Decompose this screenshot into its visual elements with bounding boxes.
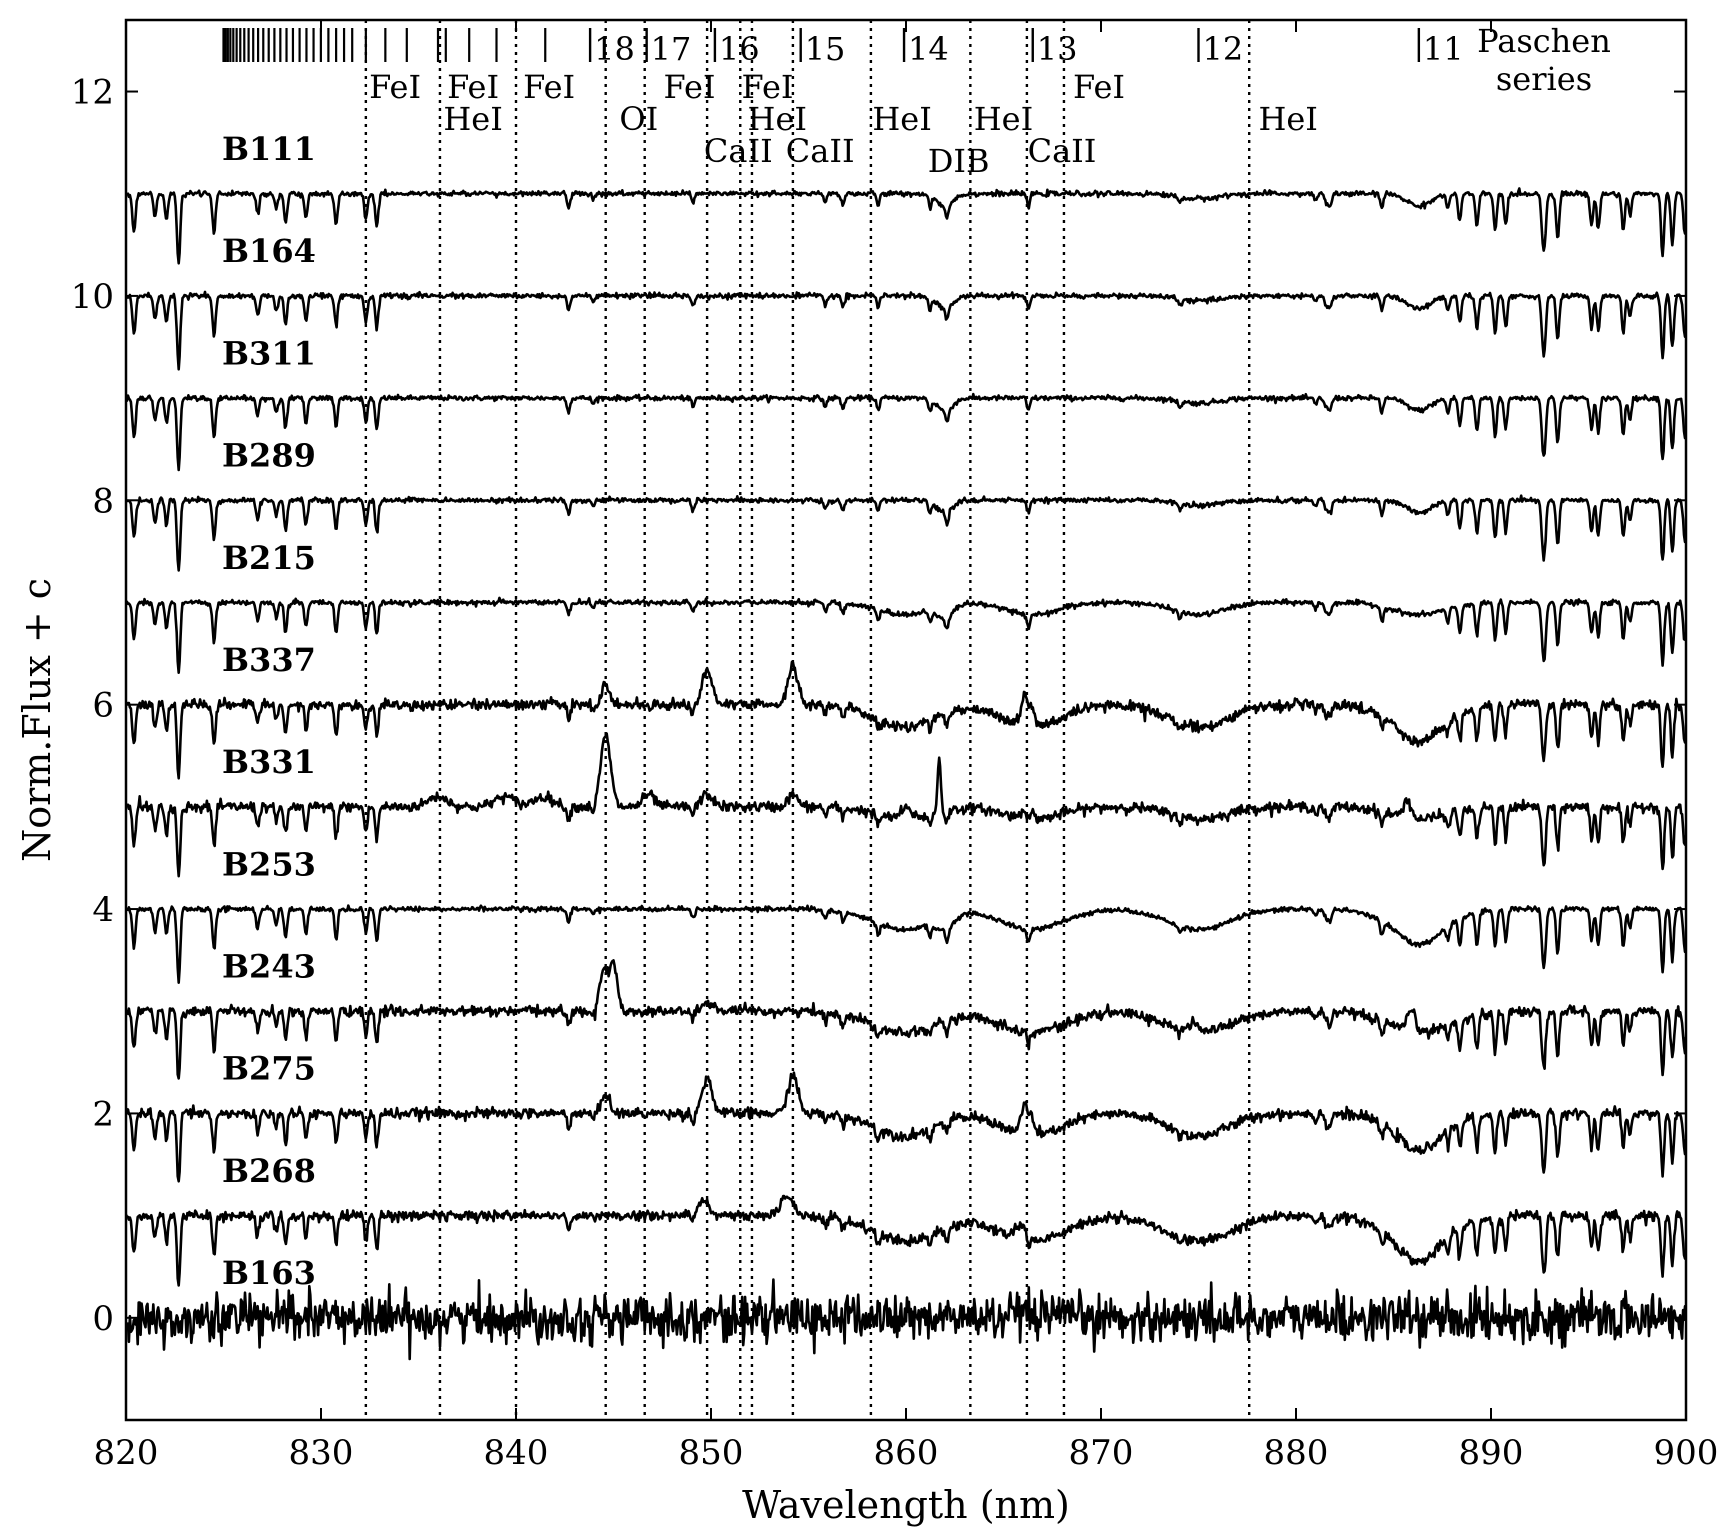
paschen-number-12: 12 bbox=[1203, 30, 1244, 68]
line-label-CaII-13: CaII bbox=[1028, 132, 1097, 170]
spectrum-B275 bbox=[126, 1071, 1686, 1183]
spectrum-B111 bbox=[126, 187, 1686, 265]
line-label-CaII-8: CaII bbox=[704, 132, 773, 170]
spectrum-B163 bbox=[126, 1278, 1686, 1361]
star-name-B111: B111 bbox=[222, 130, 316, 168]
x-tick-label-860: 860 bbox=[874, 1433, 939, 1473]
spectrum-B311 bbox=[126, 392, 1686, 472]
star-name-B163: B163 bbox=[222, 1254, 316, 1292]
line-label-FeI-0: FeI bbox=[369, 68, 421, 106]
spectrum-B253 bbox=[126, 904, 1686, 984]
x-tick-label-900: 900 bbox=[1654, 1433, 1719, 1473]
paschen-number-16: 16 bbox=[719, 30, 760, 68]
line-label-HeI-7: HeI bbox=[748, 100, 807, 138]
x-tick-label-890: 890 bbox=[1459, 1433, 1524, 1473]
line-label-OI-4: OI bbox=[619, 100, 658, 138]
star-name-B243: B243 bbox=[222, 948, 316, 986]
y-tick-label-8: 8 bbox=[92, 481, 114, 521]
star-name-B289: B289 bbox=[222, 437, 316, 475]
star-name-B268: B268 bbox=[222, 1152, 316, 1190]
star-name-B337: B337 bbox=[222, 641, 316, 679]
spectrum-B331 bbox=[126, 732, 1686, 878]
paschen-number-14: 14 bbox=[908, 30, 949, 68]
y-axis-label: Norm.Flux + c bbox=[15, 578, 59, 862]
line-label-CaII-9: CaII bbox=[786, 132, 855, 170]
line-label-FeI-14: FeI bbox=[1073, 68, 1125, 106]
x-tick-label-870: 870 bbox=[1069, 1433, 1134, 1473]
spectrum-B243 bbox=[126, 959, 1686, 1080]
spectrum-B337 bbox=[126, 660, 1686, 780]
y-tick-label-6: 6 bbox=[92, 686, 114, 726]
paschen-number-13: 13 bbox=[1037, 30, 1078, 68]
y-tick-label-4: 4 bbox=[92, 890, 114, 930]
line-label-FeI-1: FeI bbox=[447, 68, 499, 106]
paschen-number-11: 11 bbox=[1423, 30, 1464, 68]
line-label-HeI-2: HeI bbox=[443, 100, 502, 138]
spectrum-B268 bbox=[126, 1194, 1686, 1287]
x-tick-label-850: 850 bbox=[679, 1433, 744, 1473]
spectrum-B215 bbox=[126, 596, 1686, 674]
line-label-HeI-15: HeI bbox=[1258, 100, 1317, 138]
x-tick-label-820: 820 bbox=[94, 1433, 159, 1473]
paschen-label-line2: series bbox=[1496, 60, 1592, 98]
y-tick-label-12: 12 bbox=[71, 73, 114, 113]
star-name-B275: B275 bbox=[222, 1050, 316, 1088]
line-label-FeI-5: FeI bbox=[664, 68, 716, 106]
paschen-series-markers: 18 17 16 15 14 13 12 11 bbox=[222, 28, 1464, 68]
paschen-label-line1: Paschen bbox=[1477, 22, 1611, 60]
spectrum-B164 bbox=[126, 290, 1686, 371]
paschen-number-18: 18 bbox=[594, 30, 635, 68]
star-name-B311: B311 bbox=[222, 334, 316, 372]
paschen-number-15: 15 bbox=[805, 30, 846, 68]
y-tick-label-0: 0 bbox=[92, 1299, 114, 1339]
x-tick-label-880: 880 bbox=[1264, 1433, 1329, 1473]
line-label-HeI-12: HeI bbox=[974, 100, 1033, 138]
x-tick-label-830: 830 bbox=[289, 1433, 354, 1473]
star-name-B164: B164 bbox=[222, 232, 316, 270]
y-tick-label-2: 2 bbox=[92, 1094, 114, 1134]
x-axis-label: Wavelength (nm) bbox=[742, 1483, 1070, 1527]
paschen-number-17: 17 bbox=[651, 30, 692, 68]
dotted-line-markers bbox=[364, 20, 1251, 1420]
star-names: B111 B164 B311 B289 B215 B337 B331 B253 B243 B275… bbox=[222, 130, 316, 1292]
x-tick-label-840: 840 bbox=[484, 1433, 549, 1473]
line-label-FeI-3: FeI bbox=[523, 68, 575, 106]
line-label-DIB-11: DIB bbox=[928, 142, 990, 180]
axes: 820 830 840 850 860 870 880 890 900 0 2 4 6 8 10 12 bbox=[71, 18, 1719, 1473]
spectra-series bbox=[126, 187, 1686, 1361]
y-tick-label-10: 10 bbox=[71, 277, 114, 317]
line-label-HeI-10: HeI bbox=[872, 100, 931, 138]
star-name-B253: B253 bbox=[222, 845, 316, 883]
spectrum-B289 bbox=[126, 494, 1686, 572]
line-label-FeI-6: FeI bbox=[742, 68, 794, 106]
star-name-B331: B331 bbox=[222, 743, 316, 781]
star-name-B215: B215 bbox=[222, 539, 316, 577]
